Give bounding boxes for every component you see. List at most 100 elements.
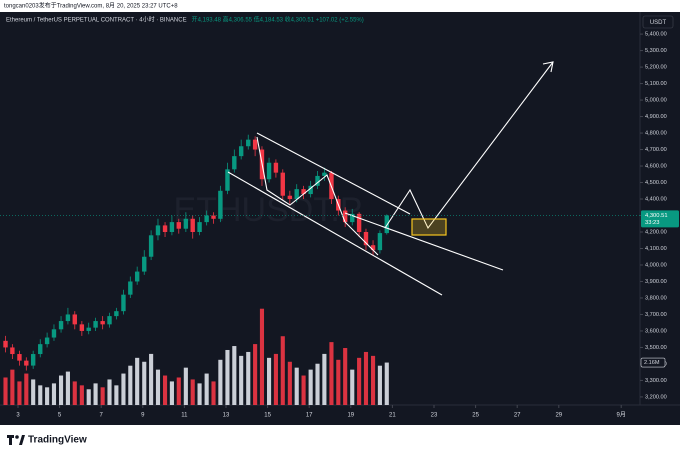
candle-body [225, 169, 230, 191]
ohlc-text: 开4,193.48 高4,306.55 低4,184.53 收4,300.51 … [192, 16, 364, 24]
candle-body [93, 321, 98, 328]
candle-body [384, 215, 389, 234]
candle-body [100, 321, 105, 325]
volume-bar [93, 383, 98, 405]
volume-bar [176, 377, 181, 405]
arrow-head [542, 61, 554, 73]
volume-bar [336, 359, 341, 405]
x-tick-label: 21 [389, 413, 396, 419]
x-tick-label: 11 [181, 413, 188, 419]
volume-bar [357, 357, 362, 405]
channel-lower [227, 171, 443, 296]
x-tick-label: 13 [223, 413, 230, 419]
y-tick-label: 5,100.00 [645, 81, 667, 87]
volume-bar [218, 359, 223, 405]
volume-bar [169, 381, 174, 405]
y-tick-label: 5,000.00 [645, 98, 667, 104]
candle-body [148, 235, 154, 257]
candle-body [169, 222, 175, 233]
volume-bar [107, 379, 112, 405]
last-price-badge [641, 210, 679, 228]
candle-body [204, 215, 209, 223]
volume-bar [246, 351, 251, 405]
target-box [411, 218, 447, 236]
candle-body [162, 225, 168, 233]
candle-body [342, 210, 348, 223]
candle-body [38, 344, 43, 355]
volume-bar [10, 369, 15, 405]
volume-bar [3, 377, 8, 405]
volume-bar [384, 362, 389, 405]
footer [0, 425, 680, 456]
volume-bar [79, 385, 84, 405]
candle-body [183, 218, 189, 229]
y-tick-label: 4,100.00 [645, 246, 667, 252]
volume-bar [149, 353, 154, 405]
volume-bar [225, 349, 230, 405]
volume-bar [259, 308, 265, 405]
candle-body [79, 324, 85, 331]
volume-bar [350, 369, 355, 405]
candle-body [142, 256, 147, 272]
brand-logo [7, 435, 25, 445]
currency-badge [642, 15, 674, 29]
x-tick-label: 29 [555, 413, 562, 419]
volume-bar [121, 373, 126, 405]
volume-bar [308, 369, 313, 405]
volume-bar [162, 375, 168, 405]
volume-bar [329, 342, 334, 405]
y-tick-label: 3,600.00 [645, 328, 667, 334]
volume-bar [155, 369, 161, 405]
volume-bar [86, 389, 91, 405]
publisher: tongcan0203发布于TradingView.com, 8月 20, 20… [4, 2, 178, 10]
last-volume-label: 2.16M [644, 360, 660, 366]
y-tick-label: 3,800.00 [645, 295, 667, 301]
candle-body [3, 340, 8, 348]
volume-bar [31, 379, 36, 405]
volume-bar [266, 357, 272, 405]
candle-body [294, 189, 299, 200]
y-tick-label: 3,500.00 [645, 345, 667, 351]
volume-bar [135, 357, 140, 405]
x-tick-label: 9 [141, 413, 145, 419]
volume-bar [65, 371, 70, 405]
volume-bar [183, 367, 188, 405]
volume-bar [301, 375, 306, 405]
logo-part [15, 435, 19, 439]
volume-bar [142, 361, 147, 405]
candle-body [72, 314, 77, 325]
volume-bar [38, 385, 43, 405]
volume-bar [253, 344, 258, 405]
volume-bar [363, 351, 369, 405]
volume-bar [45, 387, 50, 405]
candle-body [134, 271, 140, 282]
y-tick-label: 4,700.00 [645, 147, 667, 153]
x-tick-label: 5 [58, 413, 62, 419]
countdown: 33:23 [645, 220, 660, 226]
candle-body [58, 321, 64, 330]
volume-bar [377, 365, 382, 405]
candle-body [197, 222, 202, 233]
candle-body [356, 213, 362, 233]
chart-title: Ethereum / TetherUS PERPETUAL CONTRACT ·… [6, 16, 187, 24]
candle-body [370, 245, 376, 251]
candle-body [114, 311, 119, 317]
y-tick-label: 3,700.00 [645, 312, 667, 318]
volume-bar [72, 381, 77, 405]
volume-bar [51, 383, 57, 405]
brand: TradingView [28, 435, 87, 446]
drawings [227, 61, 554, 296]
y-tick-label: 3,300.00 [645, 378, 667, 384]
y-tick-label: 3,200.00 [645, 394, 667, 400]
candle-body [30, 354, 36, 366]
candle-body [287, 195, 293, 200]
candle-body [17, 354, 22, 361]
candle-body [280, 172, 285, 196]
volume-bar [280, 336, 285, 405]
volume-bar [273, 353, 278, 405]
x-tick-label: 15 [264, 413, 271, 419]
projection [384, 61, 554, 230]
y-tick-label: 3,900.00 [645, 279, 667, 285]
volume-bar [197, 383, 202, 405]
